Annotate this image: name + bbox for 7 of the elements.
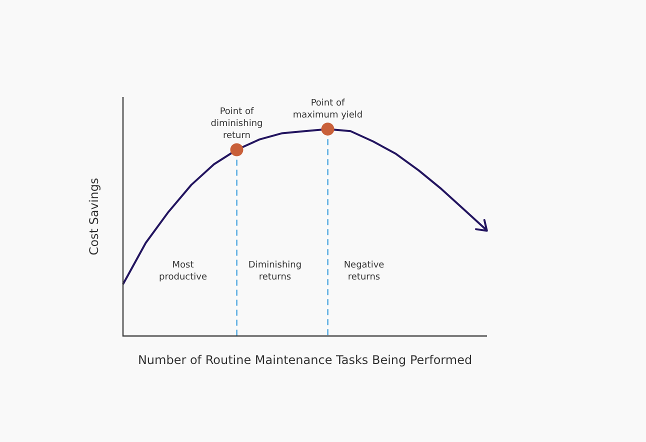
annotation: Negative returns [344, 260, 385, 282]
x-axis-title: Number of Routine Maintenance Tasks Being Performed [138, 353, 472, 368]
annotation: Point of maximum yield [292, 98, 363, 120]
annotation: Point of diminishing return [210, 107, 263, 142]
annotation: Diminishing returns [248, 260, 302, 282]
annotation: Most productive [159, 260, 208, 282]
y-axis-title: Cost Savings [87, 178, 102, 256]
